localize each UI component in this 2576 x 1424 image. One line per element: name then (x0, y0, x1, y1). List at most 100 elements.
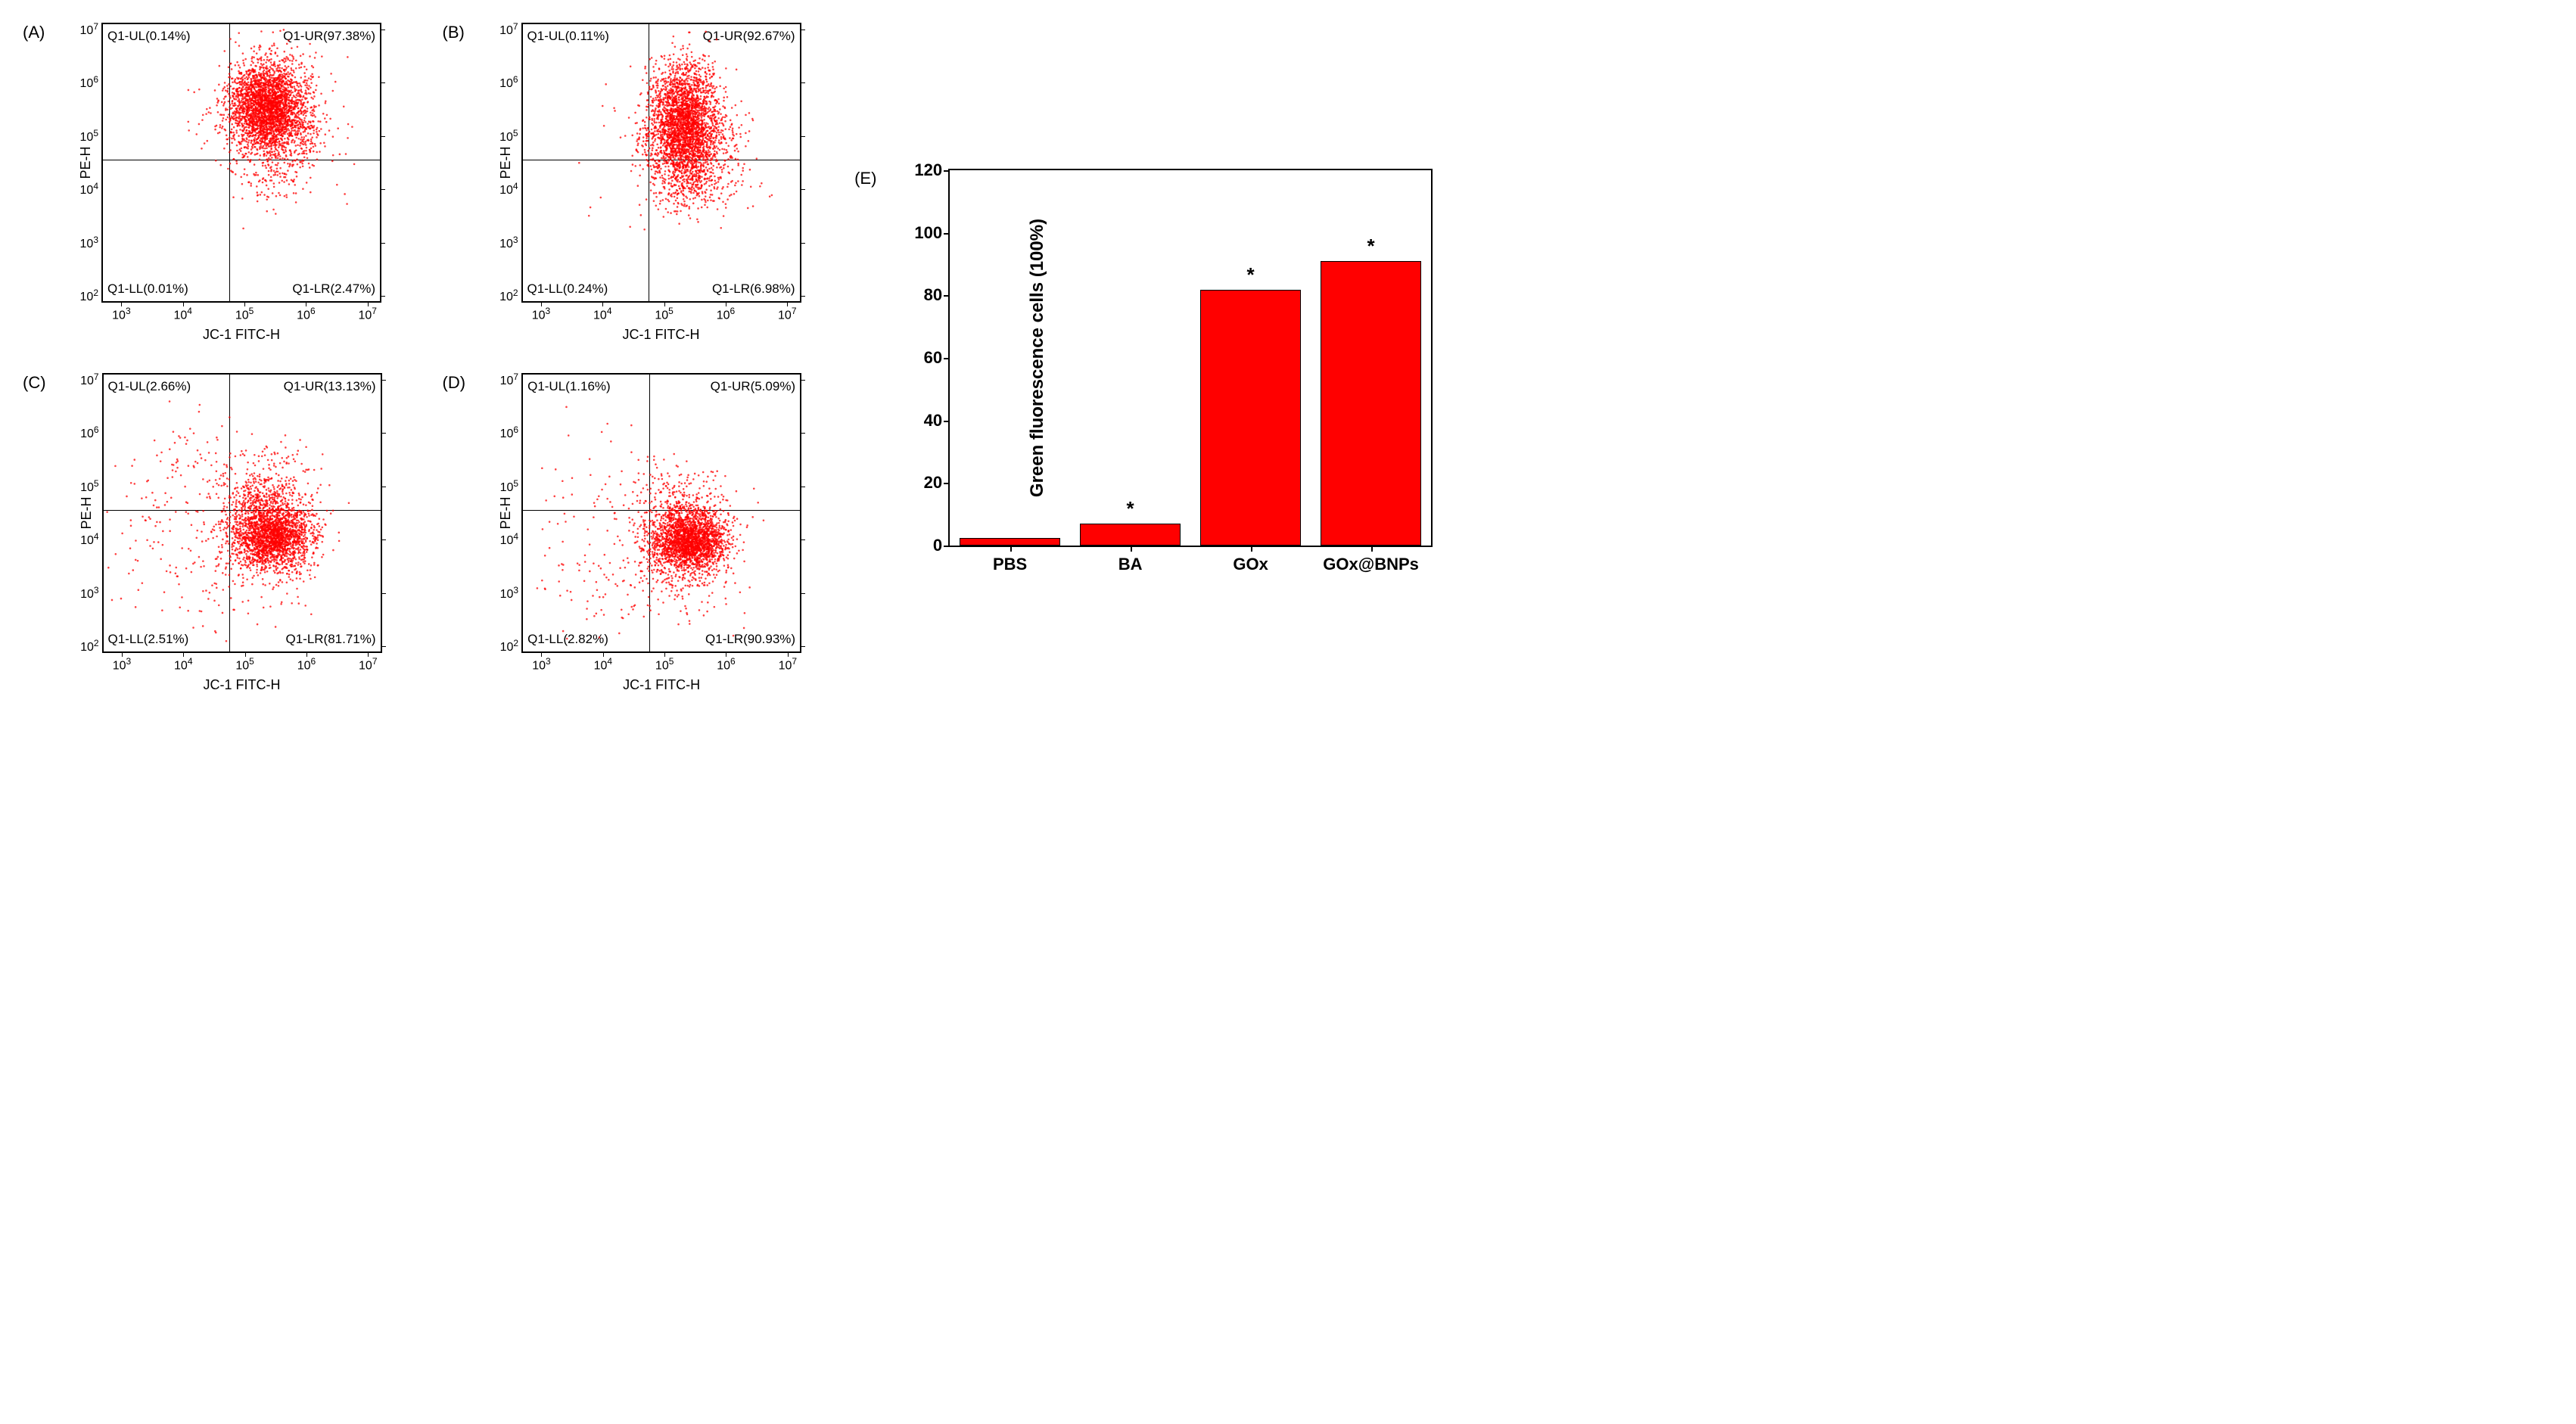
bar-y-tick-mark (944, 295, 950, 297)
bar-y-tick-mark (944, 546, 950, 547)
bar-x-tick-mark (1371, 546, 1373, 552)
x-axis-label: JC-1 FITC-H (521, 327, 801, 343)
panel-label-A: (A) (23, 23, 45, 42)
scatter-points-B (523, 24, 800, 301)
y-tick-mark (380, 82, 385, 83)
y-tick: 106 (80, 424, 103, 441)
y-tick-mark (380, 136, 385, 137)
x-tick-mark (306, 651, 307, 657)
y-tick: 104 (80, 181, 103, 197)
scatter-block-C: Q1-UL(2.66%)Q1-UR(13.13%)Q1-LL(2.51%)Q1-… (57, 373, 390, 693)
y-tick: 102 (80, 638, 103, 654)
scatter-block-B: Q1-UL(0.11%)Q1-UR(92.67%)Q1-LL(0.24%)Q1-… (476, 23, 809, 343)
bar-x-tick-mark (1131, 546, 1132, 552)
panel-label-D: (D) (443, 373, 466, 393)
y-tick: 107 (500, 372, 523, 388)
x-tick-mark (664, 301, 665, 306)
x-tick-mark (602, 301, 603, 306)
x-tick-mark (368, 651, 369, 657)
figure-root: (A) Q1-UL(0.14%)Q1-UR(97.38%)Q1-LL(0.01%)… (23, 23, 2553, 693)
bar-plot: Green fluorescence cells (100%) 02040608… (948, 169, 1433, 547)
scatter-plot-A: Q1-UL(0.14%)Q1-UR(97.38%)Q1-LL(0.01%)Q1-… (101, 23, 381, 303)
y-tick: 107 (80, 21, 103, 38)
y-tick-mark (800, 296, 805, 297)
y-tick: 103 (499, 234, 522, 250)
x-axis-label: JC-1 FITC-H (101, 327, 381, 343)
y-tick: 105 (499, 128, 522, 145)
bar-PBS (960, 538, 1061, 546)
signif-marker: * (1127, 497, 1134, 521)
y-tick-mark (800, 539, 805, 540)
bar-GOx (1200, 290, 1302, 546)
x-tick-mark (603, 651, 604, 657)
x-tick-mark (541, 301, 542, 306)
x-tick-mark (664, 651, 665, 657)
y-tick: 105 (500, 478, 523, 495)
bar-y-tick-mark (944, 483, 950, 484)
panel-A-wrap: (A) Q1-UL(0.14%)Q1-UR(97.38%)Q1-LL(0.01%)… (23, 23, 390, 343)
scatter-block-A: Q1-UL(0.14%)Q1-UR(97.38%)Q1-LL(0.01%)Q1-… (56, 23, 389, 343)
x-tick-mark (788, 651, 789, 657)
x-tick-mark (244, 301, 245, 306)
y-tick-mark (380, 189, 385, 190)
y-tick-mark (381, 433, 386, 434)
x-axis-label: JC-1 FITC-H (102, 677, 382, 693)
y-tick: 105 (80, 478, 103, 495)
y-axis-label: PE-H (78, 146, 94, 179)
y-tick-mark (381, 646, 386, 647)
scatter-block-D: Q1-UL(1.16%)Q1-UR(5.09%)Q1-LL(2.82%)Q1-L… (476, 373, 809, 693)
bar-block: Green fluorescence cells (100%) 02040608… (888, 169, 1433, 547)
bar-y-tick-mark (944, 358, 950, 359)
y-tick-mark (800, 82, 805, 83)
signif-marker: * (1247, 263, 1255, 287)
signif-marker: * (1367, 235, 1375, 258)
x-tick-mark (122, 651, 123, 657)
y-tick: 102 (499, 288, 522, 304)
y-tick: 107 (499, 21, 522, 38)
scatter-points-A (103, 24, 380, 301)
y-axis-label: PE-H (79, 496, 95, 529)
x-tick-mark (787, 301, 788, 306)
bar-y-axis-label: Green fluorescence cells (100%) (1027, 219, 1048, 497)
y-tick-mark (381, 380, 386, 381)
x-axis-label: JC-1 FITC-H (521, 677, 801, 693)
y-tick: 105 (80, 128, 103, 145)
panel-label-C: (C) (23, 373, 46, 393)
y-tick: 103 (80, 584, 103, 601)
panel-label-E: (E) (854, 169, 877, 188)
y-tick: 104 (500, 531, 523, 548)
y-tick-mark (380, 243, 385, 244)
scatter-points-D (523, 375, 800, 651)
y-tick-mark (800, 433, 805, 434)
y-tick-mark (800, 646, 805, 647)
bar-x-tick-mark (1010, 546, 1012, 552)
x-tick-mark (121, 301, 122, 306)
scatter-plot-B: Q1-UL(0.11%)Q1-UR(92.67%)Q1-LL(0.24%)Q1-… (521, 23, 801, 303)
x-tick-mark (183, 301, 184, 306)
x-tick-mark (541, 651, 542, 657)
y-tick-mark (800, 593, 805, 594)
y-tick: 104 (499, 181, 522, 197)
y-tick: 103 (500, 584, 523, 601)
bar-BA (1080, 524, 1181, 546)
x-tick-mark (368, 301, 369, 306)
bar-y-tick-mark (944, 233, 950, 235)
y-tick: 106 (80, 74, 103, 91)
x-tick-mark (183, 651, 184, 657)
y-tick: 107 (80, 372, 103, 388)
y-tick-mark (381, 539, 386, 540)
bar-x-tick-mark (1251, 546, 1252, 552)
y-axis-label: PE-H (498, 146, 514, 179)
y-tick: 103 (80, 234, 103, 250)
y-tick: 106 (499, 74, 522, 91)
bar-y-tick-mark (944, 170, 950, 172)
bar-y-tick-mark (944, 421, 950, 422)
y-tick: 104 (80, 531, 103, 548)
scatter-plot-C: Q1-UL(2.66%)Q1-UR(13.13%)Q1-LL(2.51%)Q1-… (102, 373, 382, 653)
y-tick-mark (800, 243, 805, 244)
bar-GOx@BNPs (1321, 261, 1422, 546)
y-tick-mark (800, 380, 805, 381)
y-tick: 102 (80, 288, 103, 304)
scatter-plot-D: Q1-UL(1.16%)Q1-UR(5.09%)Q1-LL(2.82%)Q1-L… (521, 373, 801, 653)
y-axis-label: PE-H (498, 496, 514, 529)
